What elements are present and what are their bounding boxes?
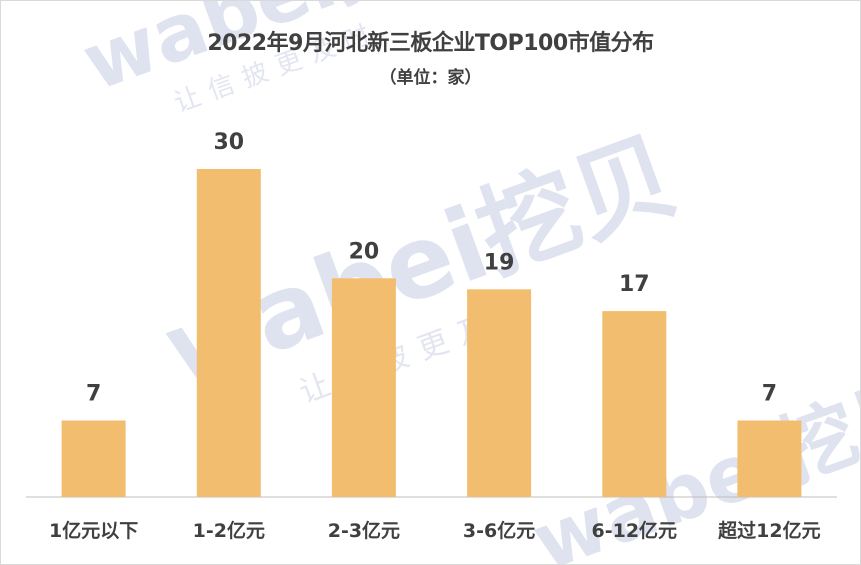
x-tick-label-3: 2-3亿元	[328, 519, 400, 542]
bar-1	[61, 420, 126, 497]
bar-4	[467, 289, 532, 497]
chart-subtitle: （单位：家）	[379, 68, 482, 88]
x-tick-label-2: 1-2亿元	[193, 519, 265, 542]
x-tick-label-4: 3-6亿元	[463, 519, 535, 542]
chart-title: 2022年9月河北新三板企业TOP100市值分布	[207, 31, 654, 56]
x-tick-label-6: 超过12亿元	[717, 519, 820, 542]
bar-2	[196, 169, 261, 497]
x-tick-label-5: 6-12亿元	[592, 519, 678, 542]
data-label-6: 7	[762, 382, 777, 407]
data-label-4: 19	[484, 250, 515, 275]
bar-6	[737, 420, 802, 497]
bar-5	[602, 311, 667, 497]
bar-3	[331, 278, 396, 497]
bars-group: 7 1亿元以下 30 1-2亿元 20 2-3亿元 19 3-6亿元 17 6-12亿元 7 超过12…	[49, 130, 821, 542]
x-tick-label-1: 1亿元以下	[49, 519, 138, 542]
data-label-5: 17	[619, 272, 650, 297]
data-label-1: 7	[86, 382, 101, 407]
data-label-3: 20	[349, 239, 380, 264]
data-label-2: 30	[213, 130, 244, 155]
